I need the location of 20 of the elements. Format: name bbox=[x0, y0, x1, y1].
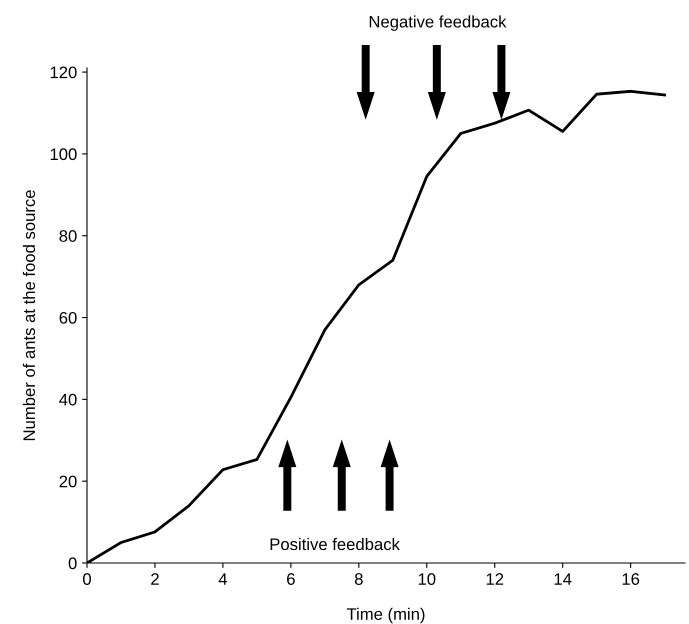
y-axis-title: Number of ants at the food source bbox=[22, 190, 36, 440]
x-tick-label: 2 bbox=[151, 573, 159, 585]
x-axis-title: Time (min) bbox=[346, 608, 424, 624]
x-tick-label: 6 bbox=[287, 573, 295, 585]
y-tick-label: 120 bbox=[50, 66, 77, 78]
y-tick-label: 100 bbox=[50, 148, 77, 160]
y-tick-label: 60 bbox=[60, 312, 77, 324]
x-tick-label: 4 bbox=[218, 573, 228, 585]
x-tick-label: 12 bbox=[486, 573, 504, 585]
y-tick-label: 80 bbox=[59, 230, 77, 242]
x-tick-label: 10 bbox=[418, 573, 436, 585]
y-tick-label: 20 bbox=[60, 476, 77, 488]
y-tick-label: 40 bbox=[59, 394, 77, 406]
x-tick-label: 8 bbox=[354, 573, 363, 585]
y-tick-label: 0 bbox=[68, 557, 77, 570]
x-tick-label: 16 bbox=[622, 573, 640, 585]
x-tick-label: 0 bbox=[83, 573, 91, 585]
x-tick-label: 14 bbox=[554, 573, 572, 585]
annotation: Positive feedback bbox=[270, 538, 400, 550]
text: Negative feedback bbox=[370, 15, 506, 31]
